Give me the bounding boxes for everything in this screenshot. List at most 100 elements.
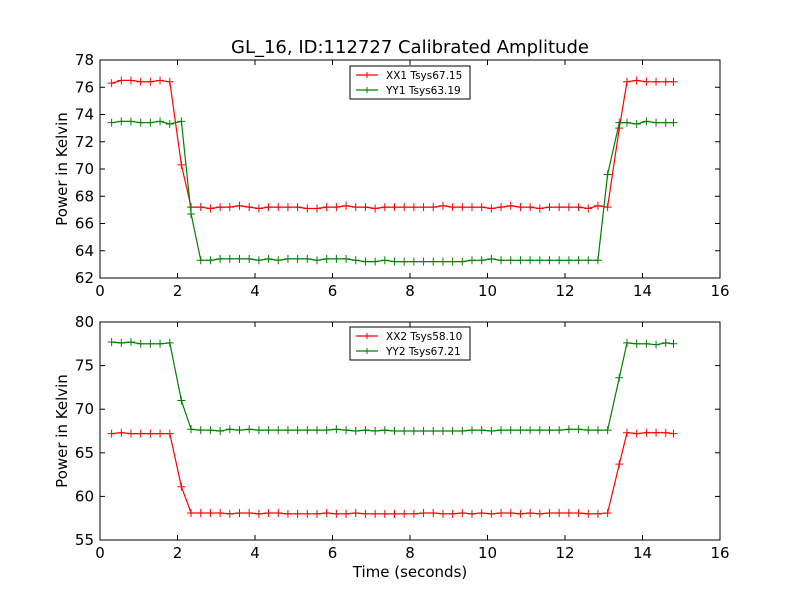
y-tick-label: 70	[75, 400, 94, 418]
data-point-marker	[516, 203, 525, 212]
data-point-marker	[390, 509, 399, 518]
y-tick-label: 70	[75, 160, 94, 178]
data-point-marker	[458, 257, 467, 266]
data-point-marker	[642, 428, 651, 437]
data-point-marker	[117, 117, 126, 126]
data-point-marker	[332, 254, 341, 263]
data-point-marker	[235, 254, 244, 263]
data-point-marker	[371, 509, 380, 518]
data-point-marker	[274, 508, 283, 517]
data-point-marker	[216, 203, 225, 212]
data-point-marker	[603, 508, 612, 517]
x-tick-label: 16	[710, 282, 729, 300]
data-point-marker	[429, 508, 438, 517]
data-point-marker	[642, 117, 651, 126]
legend: XX1 Tsys67.15 YY1 Tsys63.19	[349, 65, 471, 100]
data-point-marker	[400, 257, 409, 266]
data-point-marker	[371, 427, 380, 435]
data-point-marker	[438, 509, 447, 518]
data-point-marker	[274, 256, 283, 265]
data-point-marker	[303, 254, 312, 263]
data-point-marker	[177, 482, 186, 491]
x-tick-label: 6	[328, 282, 338, 300]
data-point-marker	[156, 117, 165, 126]
data-point-marker	[107, 79, 116, 88]
data-point-marker	[177, 160, 186, 169]
data-point-marker	[245, 254, 254, 263]
data-point-marker	[669, 118, 678, 127]
data-point-marker	[254, 204, 263, 213]
data-point-marker	[117, 428, 126, 437]
data-point-marker	[632, 76, 641, 85]
data-point-marker	[177, 396, 186, 405]
y-tick-label: 78	[75, 51, 94, 69]
data-point-marker	[477, 426, 486, 435]
x-tick-label: 4	[250, 544, 260, 562]
data-point-marker	[127, 76, 135, 85]
data-point-marker	[225, 254, 234, 263]
data-point-marker	[419, 427, 428, 435]
data-point-marker	[555, 426, 564, 435]
data-point-marker	[419, 203, 428, 212]
data-point-marker	[535, 509, 544, 518]
data-point-marker	[235, 508, 244, 517]
data-point-marker	[165, 338, 174, 347]
data-point-marker	[332, 203, 341, 212]
data-point-marker	[165, 120, 174, 129]
data-point-marker	[661, 77, 670, 86]
data-point-marker	[283, 426, 292, 435]
data-point-marker	[497, 203, 506, 212]
data-point-marker	[117, 76, 126, 85]
data-point-marker	[669, 339, 678, 348]
x-tick-label: 0	[95, 544, 105, 562]
data-point-marker	[535, 256, 544, 265]
legend-swatch-marker	[364, 87, 370, 93]
data-point-marker	[584, 426, 593, 435]
data-point-marker	[593, 426, 602, 435]
data-point-marker	[545, 256, 554, 265]
data-point-marker	[245, 508, 254, 517]
data-point-marker	[342, 201, 351, 210]
data-point-marker	[264, 508, 273, 517]
data-point-marker	[283, 509, 292, 518]
data-point-marker	[506, 256, 515, 265]
data-point-marker	[400, 509, 409, 518]
data-point-marker	[438, 427, 447, 435]
data-point-marker	[487, 509, 496, 518]
data-point-marker	[371, 204, 380, 213]
data-point-marker	[322, 426, 331, 435]
data-point-marker	[564, 425, 573, 434]
data-point-marker	[361, 509, 370, 518]
data-point-marker	[477, 203, 486, 212]
y-tick-label: 74	[75, 106, 94, 124]
y-tick-label: 64	[75, 242, 94, 260]
data-point-marker	[127, 117, 135, 126]
data-point-marker	[632, 120, 641, 129]
data-point-marker	[156, 339, 165, 348]
data-point-marker	[584, 509, 593, 518]
data-point-marker	[497, 426, 506, 435]
data-point-marker	[117, 338, 126, 347]
data-point-marker	[264, 254, 273, 263]
data-point-marker	[293, 509, 302, 518]
data-point-marker	[526, 426, 535, 435]
data-point-marker	[593, 201, 602, 210]
data-point-marker	[632, 339, 641, 348]
data-point-marker	[107, 429, 116, 438]
data-point-marker	[216, 427, 225, 435]
data-point-marker	[642, 339, 651, 348]
data-point-marker	[516, 509, 525, 518]
data-point-marker	[545, 508, 554, 517]
data-point-marker	[107, 118, 116, 127]
data-point-marker	[574, 203, 583, 212]
data-point-marker	[419, 257, 428, 266]
data-point-marker	[206, 256, 215, 265]
data-point-marker	[603, 203, 612, 212]
data-point-marker	[409, 257, 418, 266]
data-point-marker	[177, 117, 186, 126]
data-point-marker	[652, 428, 661, 437]
legend-box	[349, 65, 471, 100]
data-point-marker	[468, 256, 476, 265]
data-point-marker	[516, 426, 525, 435]
